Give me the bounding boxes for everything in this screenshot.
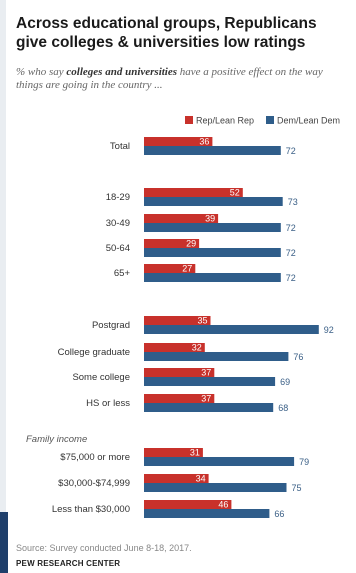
value-label-dem-8: 68	[278, 403, 288, 413]
bar-rep-9	[144, 448, 203, 457]
category-label-5: Postgrad	[92, 320, 130, 331]
bar-dem-4	[144, 273, 281, 282]
bar-rep-3	[144, 239, 200, 248]
category-label-1: 18-29	[106, 192, 130, 203]
category-label-3: 50-64	[106, 243, 130, 254]
value-label-rep-9: 31	[190, 448, 200, 458]
bar-rep-0	[144, 137, 213, 146]
category-label-10: $30,000-$74,999	[58, 478, 130, 489]
bar-dem-8	[144, 403, 274, 412]
value-label-rep-3: 29	[186, 239, 196, 249]
category-label-4: 65+	[114, 268, 131, 279]
subtitle-suffix: have a positive effect on the way things…	[16, 66, 323, 91]
bar-rep-4	[144, 264, 196, 273]
value-label-rep-7: 37	[201, 368, 211, 378]
category-label-2: 30-49	[106, 218, 130, 229]
bar-rep-8	[144, 394, 215, 403]
category-label-6: College graduate	[58, 347, 130, 358]
bar-dem-10	[144, 483, 287, 492]
bar-rep-11	[144, 500, 232, 509]
bar-rep-6	[144, 343, 205, 352]
value-label-rep-1: 52	[230, 188, 240, 198]
value-label-dem-2: 72	[286, 223, 296, 233]
legend-label-dem: Dem/Lean Dem	[277, 116, 340, 126]
value-label-dem-7: 69	[280, 377, 290, 387]
background-strip	[0, 0, 6, 573]
bar-rep-1	[144, 188, 243, 197]
category-label-11: Less than $30,000	[52, 504, 130, 515]
value-label-rep-8: 37	[201, 394, 211, 404]
value-label-rep-0: 36	[199, 137, 209, 147]
category-label-8: HS or less	[86, 398, 130, 409]
group-label-family-income: Family income	[26, 434, 87, 445]
category-label-7: Some college	[72, 372, 130, 383]
value-label-dem-5: 92	[324, 325, 334, 335]
value-label-rep-11: 46	[218, 500, 228, 510]
bar-rep-7	[144, 368, 215, 377]
value-label-rep-4: 27	[182, 264, 192, 274]
bar-dem-11	[144, 509, 270, 518]
bar-chart: Rep/Lean Rep Dem/Lean Dem Family income Tot…	[26, 116, 340, 520]
bar-dem-6	[144, 352, 289, 361]
bar-dem-1	[144, 197, 283, 206]
bar-dem-7	[144, 377, 276, 386]
value-label-dem-4: 72	[286, 273, 296, 283]
chart-card: Across educational groups, Republicans g…	[8, 0, 348, 573]
legend-swatch-rep	[185, 116, 193, 124]
bar-rep-2	[144, 214, 219, 223]
category-label-9: $75,000 or more	[60, 452, 130, 463]
value-label-dem-3: 72	[286, 248, 296, 258]
bar-dem-0	[144, 146, 281, 155]
bar-dem-2	[144, 223, 281, 232]
bar-dem-5	[144, 325, 319, 334]
value-label-rep-6: 32	[192, 343, 202, 353]
value-label-rep-5: 35	[197, 316, 207, 326]
value-label-dem-6: 76	[293, 352, 303, 362]
value-label-dem-10: 75	[292, 483, 302, 493]
bar-dem-9	[144, 457, 295, 466]
value-label-rep-2: 39	[205, 214, 215, 224]
subtitle-emphasis: colleges and universities	[66, 66, 178, 78]
bar-dem-3	[144, 248, 281, 257]
chart-title: Across educational groups, Republicans g…	[16, 15, 317, 51]
subtitle-prefix: % who say	[16, 66, 67, 78]
value-label-dem-1: 73	[288, 197, 298, 207]
value-label-dem-9: 79	[299, 457, 309, 467]
bar-rep-10	[144, 474, 209, 483]
value-label-rep-10: 34	[196, 474, 206, 484]
category-label-0: Total	[110, 141, 130, 152]
legend-swatch-dem	[266, 116, 274, 124]
value-label-dem-11: 66	[274, 509, 284, 519]
bar-rep-5	[144, 316, 211, 325]
chart-subtitle: % who say colleges and universities have…	[16, 66, 346, 92]
value-label-dem-0: 72	[286, 146, 296, 156]
source-note: Source: Survey conducted June 8-18, 2017…	[16, 543, 192, 553]
legend-label-rep: Rep/Lean Rep	[196, 116, 254, 126]
brand-label: PEW RESEARCH CENTER	[16, 559, 121, 568]
